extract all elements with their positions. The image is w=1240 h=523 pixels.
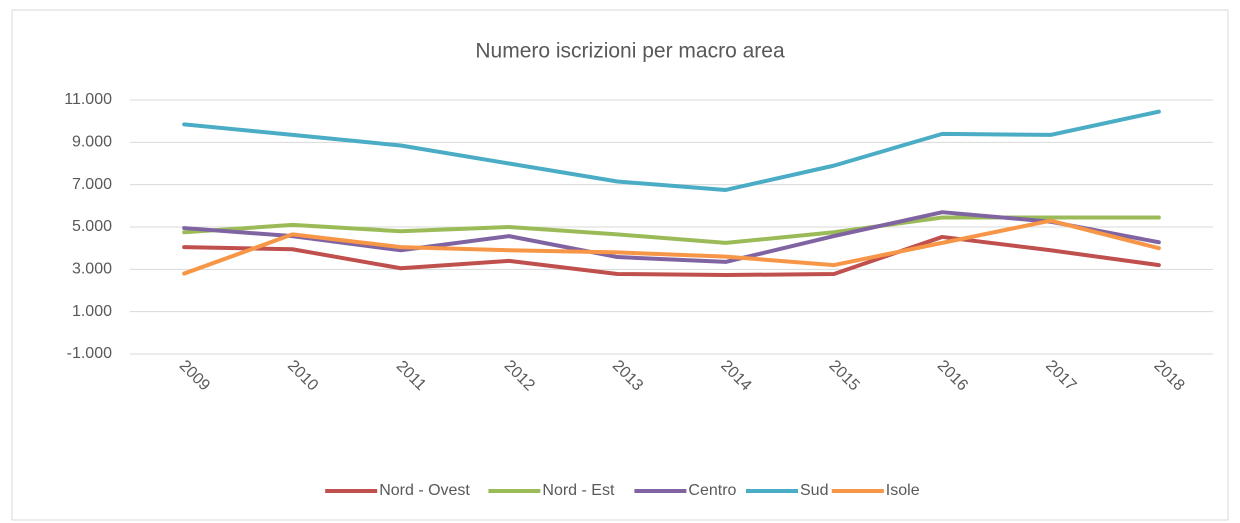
legend-label: Isole [886,482,920,499]
series-line [182,109,1161,192]
legend-label: Centro [688,482,736,499]
legend-label: Nord - Ovest [379,482,470,499]
legend-label: Nord - Est [542,482,615,499]
y-tick-label: -1.000 [67,345,112,362]
legend-label: Sud [800,482,828,499]
series-line [182,218,1161,276]
chart-title: Numero iscrizioni per macro area [475,40,785,63]
y-tick-label: 7.000 [72,176,112,193]
y-tick-label: 9.000 [72,134,112,151]
chart-frame [11,9,1229,521]
series-line [182,234,1161,278]
series-line [182,210,1161,264]
y-tick-label: 11.000 [64,91,112,108]
y-tick-label: 1.000 [72,303,112,320]
y-tick-label: 5.000 [72,218,112,235]
y-tick-label: 3.000 [72,261,112,278]
